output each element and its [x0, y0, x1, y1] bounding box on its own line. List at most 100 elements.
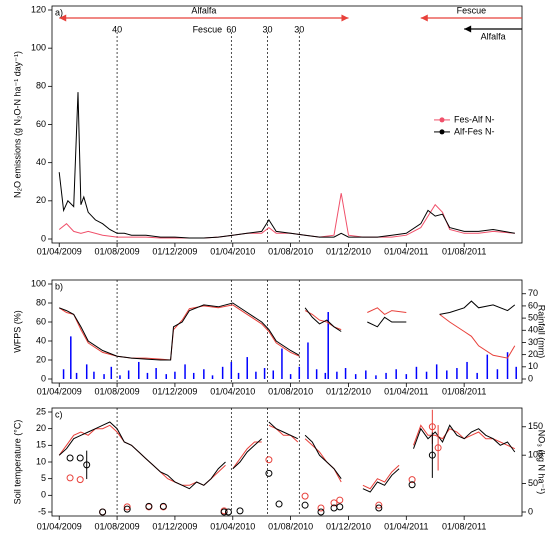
y2-tick-label: 50	[528, 312, 538, 322]
panel-label: b)	[55, 281, 63, 291]
rain-bar	[62, 369, 65, 379]
rain-bar	[486, 354, 489, 379]
x-tick-label: 01/12/2010	[326, 521, 371, 531]
y2-tick-label: 60	[528, 300, 538, 310]
no3-point	[330, 499, 338, 507]
y-tick-label: 60	[36, 119, 46, 129]
x-tick-label: 01/04/2011	[384, 386, 428, 396]
no3-point	[145, 502, 153, 510]
x-tick-label: 01/08/2009	[95, 521, 140, 531]
no3-point	[375, 504, 383, 512]
y2-tick-label: 100	[528, 450, 543, 460]
rain-bar	[203, 369, 205, 379]
x-tick-label: 01/04/2009	[37, 386, 82, 396]
y-tick-label: 100	[31, 278, 46, 288]
no3-point	[301, 492, 309, 500]
x-tick-label: 01/08/2010	[268, 386, 313, 396]
no3-point	[83, 461, 91, 469]
rain-bar	[365, 370, 367, 379]
rain-bar	[192, 372, 195, 379]
y-tick-label: 100	[31, 43, 46, 53]
rain-bar	[496, 369, 499, 379]
plot-frame	[51, 407, 523, 517]
plot-frame	[51, 5, 523, 244]
no3-point	[336, 496, 344, 504]
x-tick-label: 01/04/2011	[384, 521, 428, 531]
rain-bar	[272, 370, 275, 379]
x-tick-label: 01/12/2010	[326, 246, 371, 256]
y-tick-label: 40	[36, 335, 46, 345]
no3-point	[76, 476, 84, 484]
rain-bar	[146, 372, 149, 379]
rain-bar	[395, 369, 397, 379]
rain-bar	[211, 375, 214, 379]
x-tick-label: 01/04/2010	[210, 521, 255, 531]
plot-frame	[51, 279, 523, 384]
rain-bar	[354, 374, 357, 379]
no3-point	[408, 481, 416, 489]
rain-bar	[155, 368, 157, 379]
period-label: Alfalfa	[191, 5, 216, 15]
rain-bar	[405, 374, 408, 379]
y-tick-label: 120	[31, 4, 46, 14]
y-tick-label: 40	[36, 157, 46, 167]
x-tick-label: 01/12/2009	[152, 521, 197, 531]
rain-bar	[138, 361, 140, 379]
y-tick-label: 0	[41, 373, 46, 383]
rain-bar	[93, 371, 95, 379]
reference-label: 30	[294, 24, 304, 34]
no3-point	[123, 503, 131, 511]
y-axis-label: N₂O emissions (g N₂O-N ha⁻¹ day⁻¹)	[12, 51, 22, 198]
rain-bar	[425, 371, 428, 379]
x-tick-label: 01/04/2009	[37, 521, 82, 531]
rain-bar	[515, 366, 517, 379]
no3-point	[66, 474, 74, 482]
rain-bar	[230, 361, 233, 379]
no3-point	[275, 500, 283, 508]
x-tick-label: 01/08/2009	[95, 246, 140, 256]
x-tick-label: 01/04/2010	[210, 246, 255, 256]
legend-symbol	[439, 117, 445, 123]
rain-bar	[184, 364, 186, 379]
y-tick-label: 5	[41, 473, 46, 483]
x-tick-label: 01/12/2009	[152, 246, 197, 256]
reference-label: 60	[226, 24, 236, 34]
no3-point	[428, 423, 436, 431]
rain-bar	[85, 364, 88, 379]
y-tick-label: 80	[36, 297, 46, 307]
rain-bar	[415, 366, 418, 379]
x-tick-label: 01/08/2011	[442, 246, 486, 256]
rain-bar	[315, 369, 318, 379]
rain-bar	[344, 368, 347, 379]
rain-bar	[506, 352, 509, 379]
rain-bar	[103, 374, 105, 379]
y-tick-label: 10	[36, 456, 46, 466]
y2-tick-label: 70	[528, 288, 538, 298]
y-axis-label: WFPS (%)	[12, 310, 22, 353]
rain-bar	[165, 374, 167, 379]
rain-bar	[336, 371, 338, 379]
x-tick-label: 01/08/2011	[442, 521, 486, 531]
no3-point	[220, 508, 228, 516]
annotation: Fescue	[193, 24, 223, 34]
reference-label: 40	[112, 24, 122, 34]
y2-tick-label: 10	[528, 361, 538, 371]
y2-tick-label: 30	[528, 337, 538, 347]
data-line	[58, 193, 515, 239]
y-tick-label: 20	[36, 354, 46, 364]
no3-point	[336, 503, 344, 511]
data-line	[59, 300, 516, 361]
rain-bar	[385, 372, 387, 379]
rain-bar	[263, 368, 266, 379]
no3-point	[375, 501, 383, 509]
y-tick-label: 0	[41, 490, 46, 500]
y2-tick-label: 0	[528, 373, 533, 383]
no3-point	[317, 504, 325, 512]
no3-point	[159, 502, 167, 510]
legend-symbol	[439, 129, 445, 135]
data-line	[58, 424, 516, 490]
x-tick-label: 01/08/2009	[95, 386, 140, 396]
x-tick-label: 01/08/2010	[268, 246, 313, 256]
no3-point	[434, 444, 442, 452]
